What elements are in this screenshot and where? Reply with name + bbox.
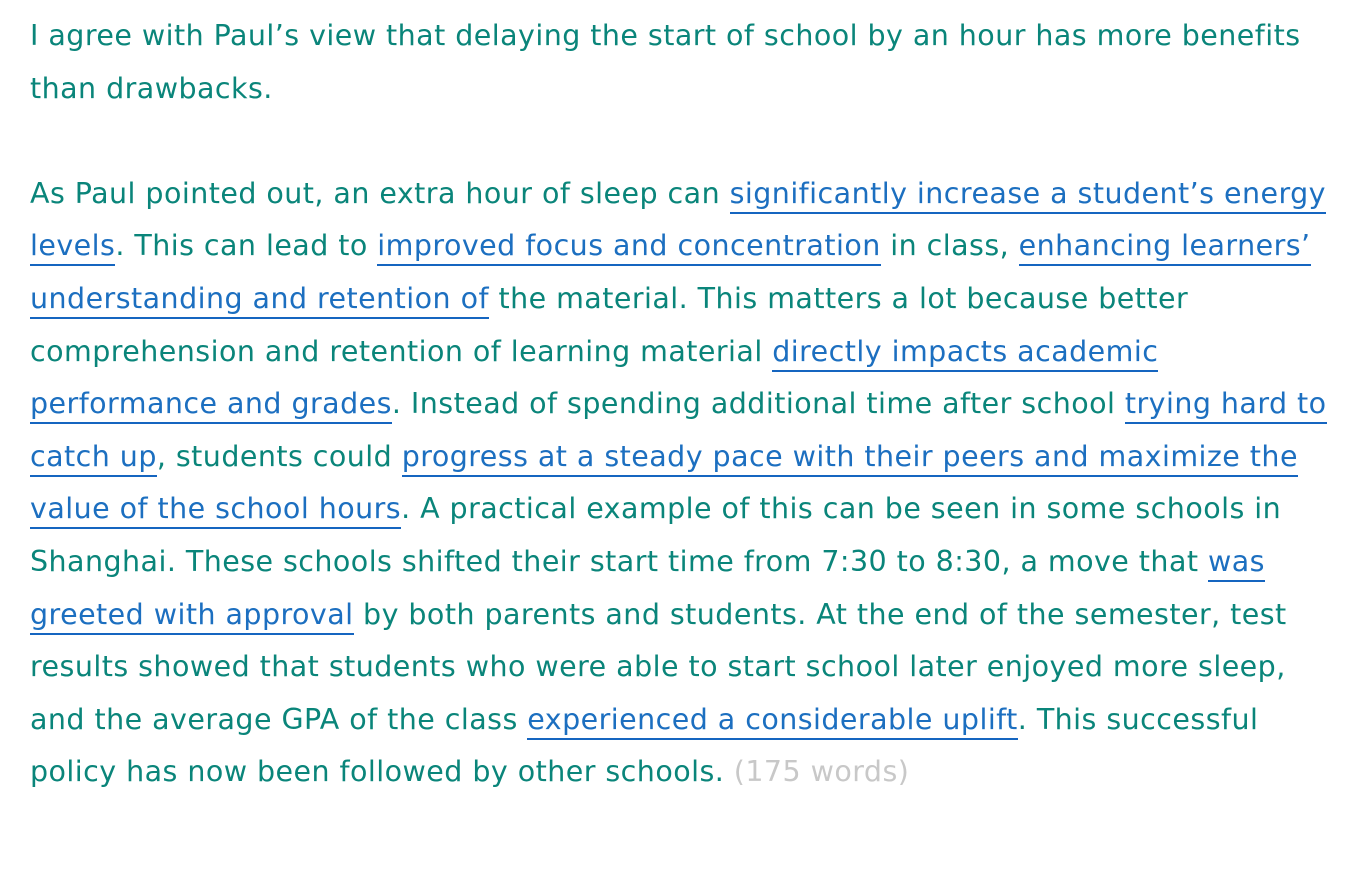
paragraph-gap xyxy=(30,115,1350,168)
body-paragraph: As Paul pointed out, an extra hour of sl… xyxy=(30,168,1350,799)
highlighted-phrase: significantly increase a student’s energ… xyxy=(30,176,1326,267)
essay-text: I agree with Paul’s view that delaying t… xyxy=(30,10,1350,799)
text-segment: , students could xyxy=(156,439,402,473)
text-segment: . A practical example of this can be see… xyxy=(30,492,1282,578)
text-segment: by both parents and students. At the end… xyxy=(30,597,1287,736)
text-segment: . Instead of spending additional time af… xyxy=(391,387,1125,421)
text-segment: . This can lead to xyxy=(115,229,378,263)
text-segment: in class, xyxy=(880,229,1019,263)
highlighted-phrase: trying hard to catch up xyxy=(30,387,1327,477)
highlighted-phrase: progress at a steady pace with their pee… xyxy=(30,439,1298,530)
highlighted-phrase: enhancing learners’ understanding and re… xyxy=(30,229,1311,319)
intro-sentence: I agree with Paul’s view that delaying t… xyxy=(30,19,1301,105)
text-segment: . This successful policy has now been fo… xyxy=(30,702,1259,789)
word-count: (175 words) xyxy=(733,755,910,789)
text-segment: As Paul pointed out, an extra hour of sl… xyxy=(30,176,730,210)
highlighted-phrase: directly impacts academic performance an… xyxy=(30,334,1159,425)
text-segment: the material. This matters a lot because… xyxy=(30,281,1189,368)
highlighted-phrase: was greeted with approval xyxy=(30,544,1265,635)
intro-paragraph: I agree with Paul’s view that delaying t… xyxy=(30,10,1350,115)
highlighted-phrase: improved focus and concentration xyxy=(377,229,881,267)
highlighted-phrase: experienced a considerable uplift xyxy=(527,702,1018,740)
